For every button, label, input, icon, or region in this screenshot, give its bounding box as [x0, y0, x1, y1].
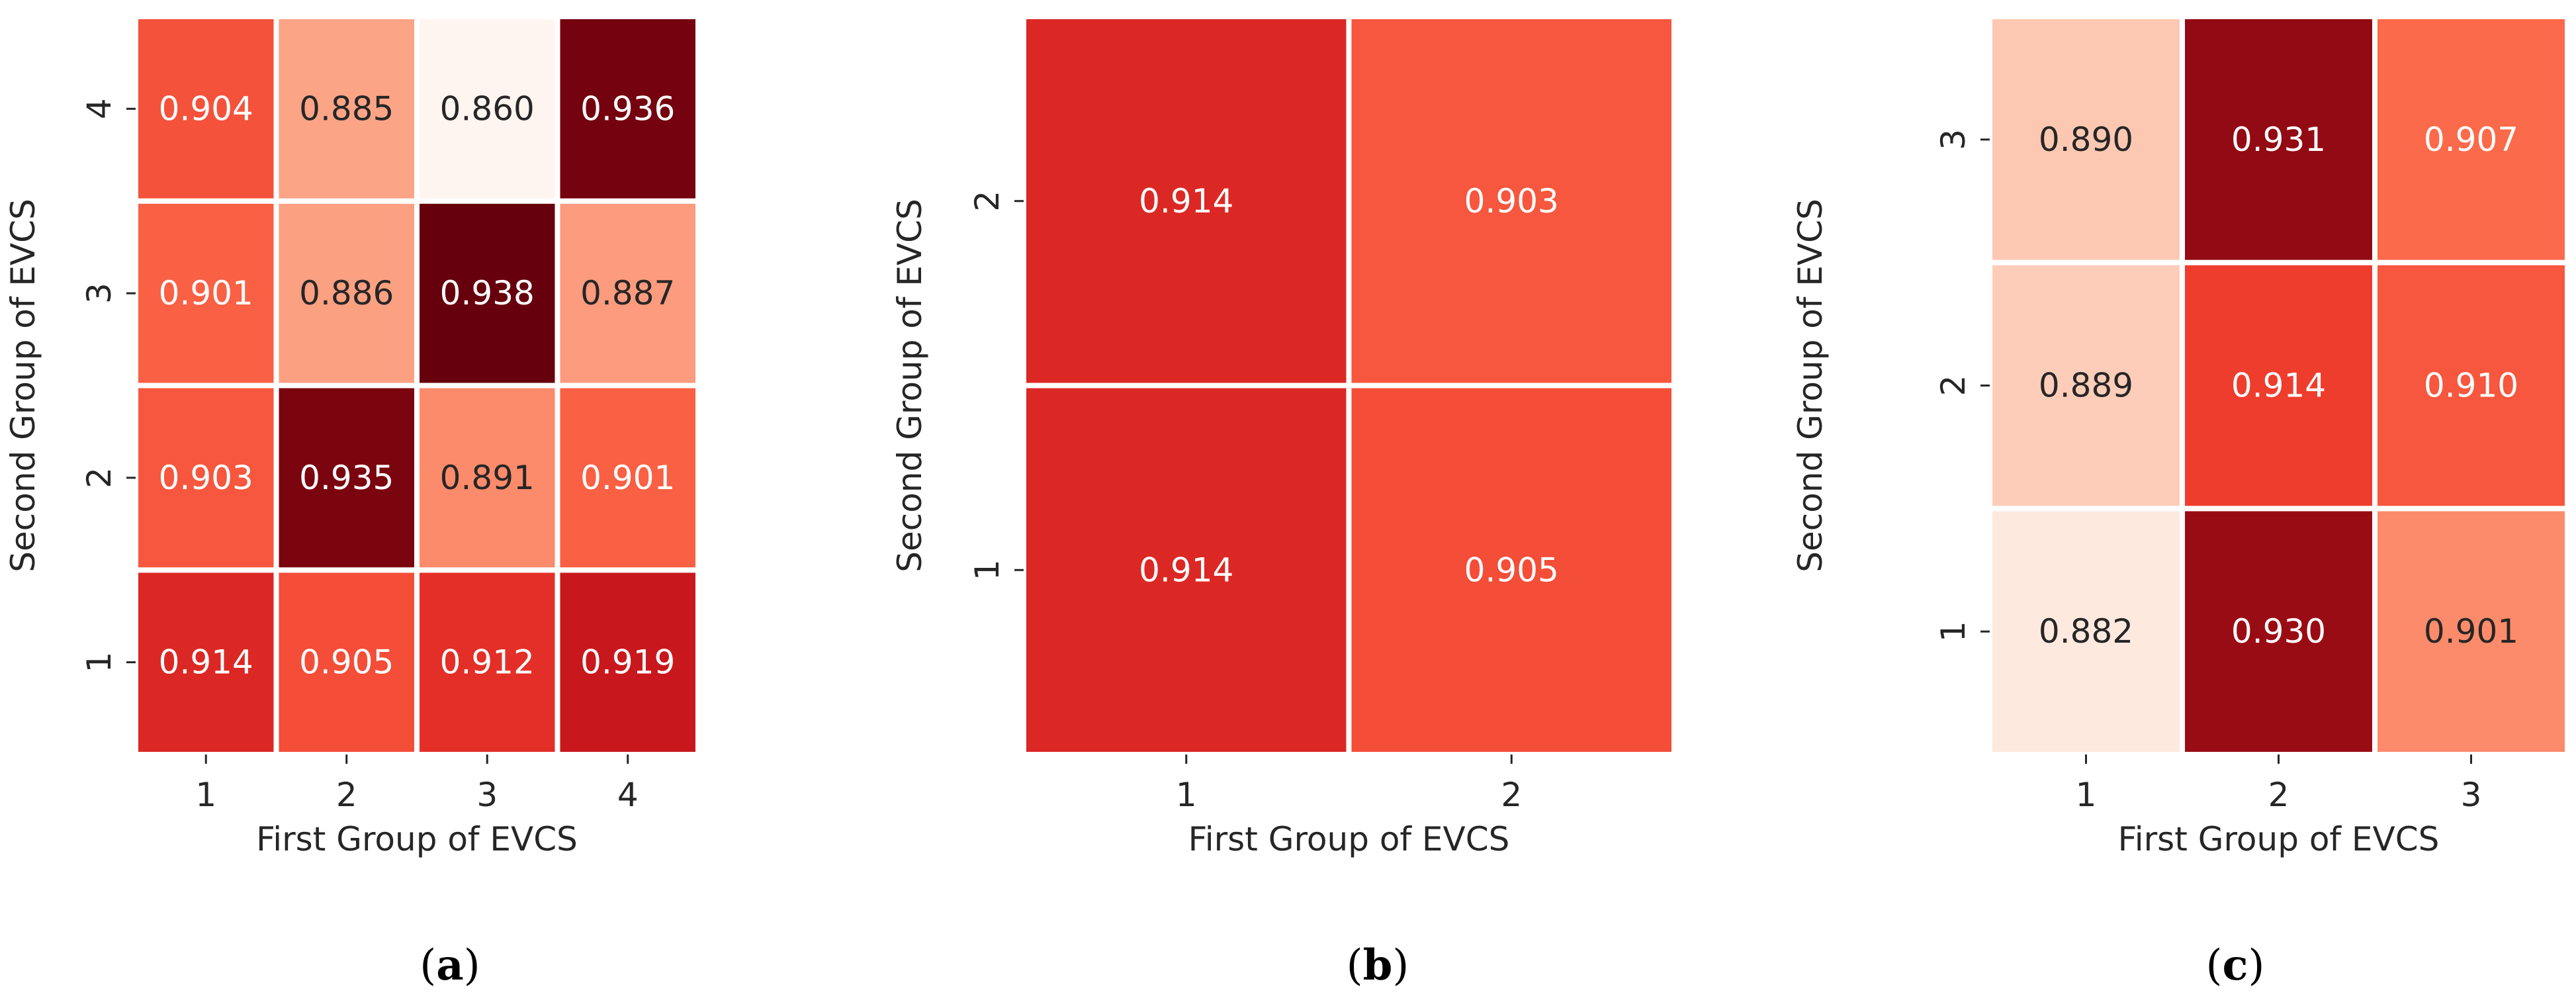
- heatmap-cell: [1987, 259, 2185, 512]
- heatmap-panel-b: 0.914 0.905 0.914 0.903 1 2 1 2 First Group of E…: [891, 14, 1677, 990]
- y-tick-label: 2: [80, 467, 118, 488]
- cell-value-label: 0.930: [2231, 612, 2326, 651]
- heatmap-cell: [133, 383, 279, 573]
- cell-value-label: 0.885: [299, 89, 394, 128]
- y-axis-label: Second Group of EVCS: [1791, 199, 1830, 573]
- cell-value-label: 0.936: [580, 89, 675, 128]
- y-tick-label: 1: [80, 652, 118, 673]
- cell-value-label: 0.912: [440, 643, 535, 682]
- y-axis-label: Second Group of EVCS: [891, 199, 929, 573]
- cell-value-label: 0.882: [2039, 612, 2133, 651]
- y-tick-label: 1: [968, 559, 1006, 580]
- panel-caption: (a): [420, 940, 480, 990]
- panel-caption: (c): [2206, 940, 2265, 990]
- heatmap-cell: [555, 567, 701, 757]
- x-tick-label: 3: [476, 776, 498, 814]
- heatmap-cell: [1346, 14, 1677, 389]
- heatmap-cell: [2180, 506, 2377, 757]
- y-tick-label: 3: [1934, 129, 1973, 150]
- y-tick-label: 4: [80, 98, 118, 119]
- panel-caption: (b): [1347, 940, 1409, 990]
- x-tick-label: 1: [2076, 776, 2097, 814]
- cell-value-label: 0.905: [1464, 551, 1559, 589]
- x-tick-label: 2: [336, 776, 357, 814]
- x-axis-label: First Group of EVCS: [1188, 820, 1510, 858]
- cell-value-label: 0.910: [2424, 367, 2518, 405]
- x-tick-label: 1: [195, 776, 216, 814]
- heatmap-cell: [2372, 14, 2570, 265]
- x-tick-label: 1: [1176, 776, 1197, 814]
- heatmap-cell: [555, 383, 701, 573]
- y-tick-label: 3: [80, 283, 118, 304]
- y-tick-label: 1: [1934, 621, 1973, 642]
- heatmap-cell: [555, 14, 701, 204]
- x-tick-label: 3: [2461, 776, 2482, 814]
- y-axis-label: Second Group of EVCS: [4, 199, 42, 573]
- heatmap-panel-a: 0.914 0.905 0.912 0.919 0.903 0.935 0.891 0.901…: [4, 14, 701, 990]
- cell-value-label: 0.914: [1139, 551, 1233, 589]
- cell-value-label: 0.903: [159, 459, 253, 497]
- cell-value-label: 0.889: [2039, 367, 2133, 405]
- heatmap-cell: [133, 14, 279, 204]
- cell-value-label: 0.903: [1464, 182, 1559, 220]
- heatmap-cell: [273, 383, 420, 573]
- x-tick-label: 2: [2268, 776, 2289, 814]
- cell-value-label: 0.935: [299, 459, 394, 497]
- cell-value-label: 0.860: [440, 89, 535, 128]
- y-tick-label: 2: [968, 191, 1006, 212]
- heatmap-cell: [273, 14, 420, 204]
- heatmap-cell: [414, 383, 560, 573]
- cell-value-label: 0.886: [299, 274, 394, 312]
- x-axis-label: First Group of EVCS: [2118, 820, 2440, 858]
- heatmap-panel-c: 0.882 0.930 0.901 0.889 0.914 0.910 0.890 0.931…: [1791, 14, 2570, 990]
- cell-value-label: 0.904: [159, 89, 253, 128]
- heatmap-cell: [1987, 14, 2185, 265]
- cell-value-label: 0.914: [2231, 367, 2326, 405]
- cell-value-label: 0.905: [299, 643, 394, 682]
- x-tick-label: 4: [617, 776, 639, 814]
- y-tick-label: 2: [1934, 375, 1973, 396]
- cell-value-label: 0.907: [2424, 120, 2518, 159]
- cell-value-label: 0.938: [440, 274, 535, 312]
- cell-value-label: 0.914: [159, 643, 253, 682]
- x-axis-label: First Group of EVCS: [256, 820, 578, 858]
- cell-value-label: 0.901: [159, 274, 253, 312]
- cell-value-label: 0.887: [580, 274, 675, 312]
- cell-value-label: 0.890: [2039, 120, 2133, 159]
- heatmap-cell: [555, 198, 701, 389]
- heatmap-cell: [2372, 259, 2570, 512]
- cell-value-label: 0.914: [1139, 182, 1233, 220]
- cell-value-label: 0.931: [2231, 120, 2326, 159]
- heatmap-cell: [1346, 383, 1677, 757]
- cell-value-label: 0.901: [2424, 612, 2518, 651]
- heatmap-cell: [2372, 506, 2570, 757]
- cell-value-label: 0.891: [440, 459, 535, 497]
- heatmap-cell: [1021, 383, 1352, 757]
- cell-value-label: 0.901: [580, 459, 675, 497]
- cell-value-label: 0.919: [580, 643, 675, 682]
- heatmap-cell: [1021, 14, 1352, 389]
- heatmap-cell: [273, 198, 420, 389]
- x-tick-label: 2: [1501, 776, 1522, 814]
